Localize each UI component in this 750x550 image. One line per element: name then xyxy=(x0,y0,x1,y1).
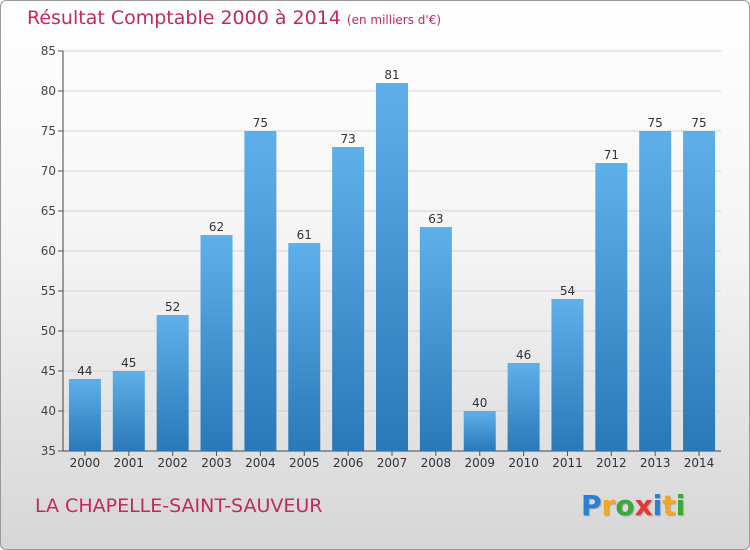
chart-title: Résultat Comptable 2000 à 2014 (en millie… xyxy=(27,7,441,29)
bar xyxy=(419,227,452,451)
bar-value-label: 63 xyxy=(428,212,443,226)
x-tick-label: 2003 xyxy=(201,456,232,470)
logo-letter: P xyxy=(581,489,602,522)
x-tick-label: 2001 xyxy=(114,456,145,470)
bar xyxy=(244,131,277,451)
bar xyxy=(112,371,145,451)
x-tick-label: 2011 xyxy=(552,456,583,470)
y-tick-label: 85 xyxy=(41,44,56,58)
y-tick-label: 60 xyxy=(41,244,56,258)
chart-title-text: Résultat Comptable 2000 à 2014 xyxy=(27,7,341,29)
logo-letter: r xyxy=(601,489,616,522)
y-tick-label: 35 xyxy=(41,444,56,458)
logo-letter: t xyxy=(662,489,676,522)
y-tick-label: 70 xyxy=(41,164,56,178)
logo-letter: x xyxy=(634,489,653,522)
bar xyxy=(507,363,540,451)
logo-letter: i xyxy=(652,489,663,522)
x-tick-label: 2012 xyxy=(596,456,627,470)
bar-value-label: 71 xyxy=(604,148,619,162)
bar xyxy=(156,315,189,451)
bar-value-label: 45 xyxy=(121,356,136,370)
bar xyxy=(551,299,584,451)
bar-value-label: 81 xyxy=(384,68,399,82)
y-tick-label: 80 xyxy=(41,84,56,98)
bar-value-label: 75 xyxy=(253,116,268,130)
bar xyxy=(68,379,101,451)
x-tick-label: 2006 xyxy=(333,456,364,470)
y-tick-label: 40 xyxy=(41,404,56,418)
bar xyxy=(639,131,672,451)
y-tick-label: 50 xyxy=(41,324,56,338)
proxiti-logo: Proxiti xyxy=(581,489,685,522)
x-tick-label: 2000 xyxy=(70,456,101,470)
bar xyxy=(683,131,716,451)
bar xyxy=(332,147,365,451)
bar xyxy=(463,411,496,451)
x-tick-label: 2002 xyxy=(157,456,188,470)
bar-value-label: 54 xyxy=(560,284,575,298)
bar xyxy=(288,243,321,451)
x-tick-label: 2010 xyxy=(508,456,539,470)
x-tick-label: 2014 xyxy=(684,456,715,470)
logo-letter: o xyxy=(615,489,635,522)
bar-value-label: 75 xyxy=(691,116,706,130)
bar-value-label: 52 xyxy=(165,300,180,314)
bar-value-label: 46 xyxy=(516,348,531,362)
x-tick-label: 2009 xyxy=(464,456,495,470)
bar xyxy=(595,163,628,451)
bar xyxy=(200,235,233,451)
logo-letter: i xyxy=(675,489,686,522)
bar-value-label: 61 xyxy=(297,228,312,242)
x-tick-label: 2004 xyxy=(245,456,276,470)
x-tick-label: 2005 xyxy=(289,456,320,470)
x-tick-label: 2007 xyxy=(377,456,408,470)
bar-value-label: 75 xyxy=(648,116,663,130)
x-tick-label: 2008 xyxy=(421,456,452,470)
commune-name: LA CHAPELLE-SAINT-SAUVEUR xyxy=(35,495,323,517)
bar-value-label: 40 xyxy=(472,396,487,410)
x-tick-label: 2013 xyxy=(640,456,671,470)
y-tick-label: 45 xyxy=(41,364,56,378)
bar-value-label: 73 xyxy=(340,132,355,146)
bar-value-label: 62 xyxy=(209,220,224,234)
y-tick-label: 55 xyxy=(41,284,56,298)
bar xyxy=(376,83,408,451)
y-tick-label: 75 xyxy=(41,124,56,138)
bar-value-label: 44 xyxy=(77,364,92,378)
y-tick-label: 65 xyxy=(41,204,56,218)
chart-subtitle: (en milliers d'€) xyxy=(346,13,442,27)
